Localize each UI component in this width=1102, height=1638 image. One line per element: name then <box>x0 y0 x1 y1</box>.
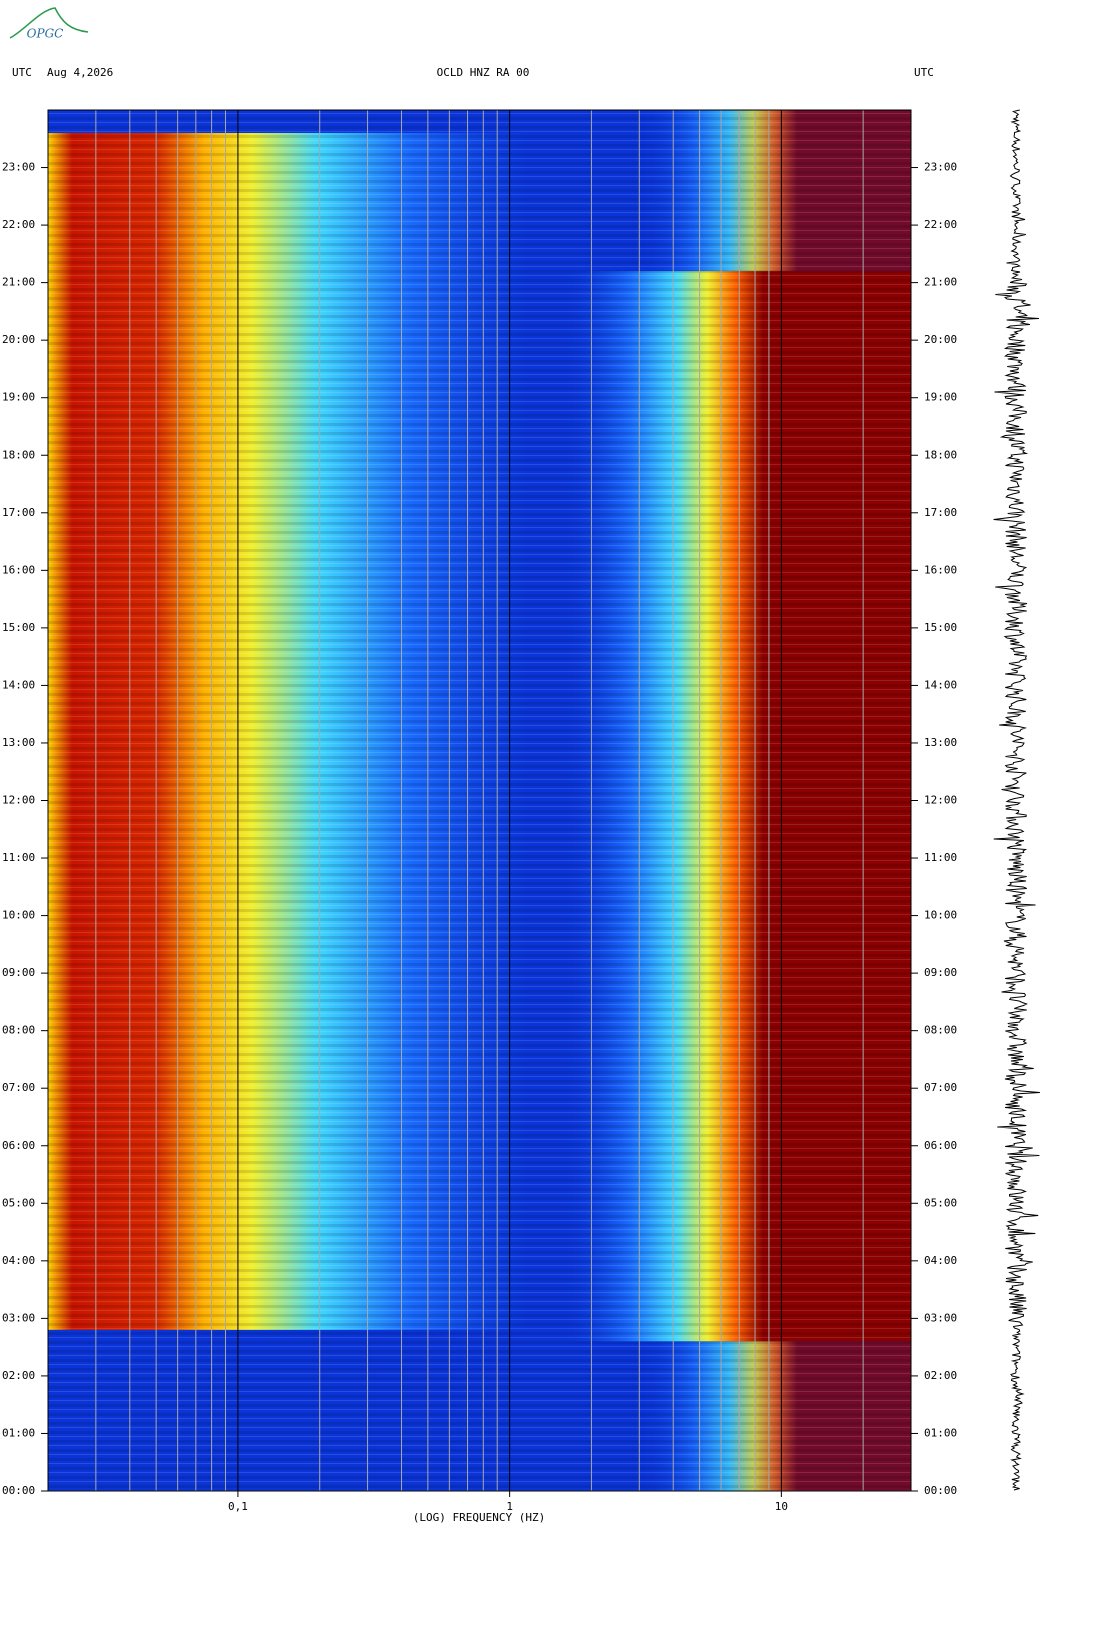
y-tick-label-right: 02:00 <box>924 1369 957 1382</box>
y-tick-label-right: 04:00 <box>924 1254 957 1267</box>
y-tick-label-right: 10:00 <box>924 909 957 922</box>
y-tick-label-right: 15:00 <box>924 621 957 634</box>
y-tick-label: 05:00 <box>2 1196 35 1209</box>
y-tick-label-right: 13:00 <box>924 736 957 749</box>
header-station: OCLD HNZ RA 00 <box>437 66 530 79</box>
y-tick-label: 07:00 <box>2 1081 35 1094</box>
y-tick-label: 08:00 <box>2 1024 35 1037</box>
x-tick-label: 10 <box>775 1500 788 1513</box>
header-date: Aug 4,2026 <box>47 66 113 79</box>
y-tick-label-right: 23:00 <box>924 161 957 174</box>
y-tick-label: 19:00 <box>2 391 35 404</box>
logo-text: OPGC <box>27 27 64 41</box>
y-tick-label: 02:00 <box>2 1369 35 1382</box>
y-tick-label-right: 08:00 <box>924 1024 957 1037</box>
plot-area <box>47 109 912 1492</box>
y-tick-label: 11:00 <box>2 851 35 864</box>
x-tick-label: 1 <box>506 1500 513 1513</box>
y-tick-label-right: 00:00 <box>924 1484 957 1497</box>
y-tick-label: 17:00 <box>2 506 35 519</box>
y-tick-label-right: 16:00 <box>924 563 957 576</box>
y-tick-label: 12:00 <box>2 794 35 807</box>
y-tick-label-right: 20:00 <box>924 333 957 346</box>
y-tick-label: 04:00 <box>2 1254 35 1267</box>
y-tick-label: 23:00 <box>2 161 35 174</box>
y-tick-label-right: 06:00 <box>924 1139 957 1152</box>
y-tick-label-right: 18:00 <box>924 448 957 461</box>
y-tick-label-right: 22:00 <box>924 218 957 231</box>
y-tick-label-right: 12:00 <box>924 794 957 807</box>
y-tick-label: 21:00 <box>2 276 35 289</box>
y-tick-label-right: 14:00 <box>924 678 957 691</box>
y-tick-label: 22:00 <box>2 218 35 231</box>
y-tick-label-right: 11:00 <box>924 851 957 864</box>
spectrogram-texture <box>48 110 911 1491</box>
x-tick-label: 0,1 <box>228 1500 248 1513</box>
logo-swoosh <box>9 7 89 39</box>
y-tick-label-right: 21:00 <box>924 276 957 289</box>
y-tick-label-right: 07:00 <box>924 1081 957 1094</box>
y-tick-label: 09:00 <box>2 966 35 979</box>
y-tick-label: 18:00 <box>2 448 35 461</box>
seismogram-trace <box>993 109 1040 1491</box>
header-zone: UTC <box>12 66 32 79</box>
y-tick-label: 14:00 <box>2 678 35 691</box>
y-tick-label: 01:00 <box>2 1426 35 1439</box>
y-tick-label: 16:00 <box>2 563 35 576</box>
y-tick-label-right: 03:00 <box>924 1311 957 1324</box>
y-tick-label: 06:00 <box>2 1139 35 1152</box>
y-tick-label: 15:00 <box>2 621 35 634</box>
header-zone-right: UTC <box>914 66 934 79</box>
y-tick-label: 20:00 <box>2 333 35 346</box>
y-tick-label: 00:00 <box>2 1484 35 1497</box>
y-tick-label-right: 01:00 <box>924 1426 957 1439</box>
y-tick-label: 13:00 <box>2 736 35 749</box>
y-tick-label-right: 19:00 <box>924 391 957 404</box>
y-tick-label: 03:00 <box>2 1311 35 1324</box>
y-tick-label-right: 09:00 <box>924 966 957 979</box>
y-tick-label-right: 05:00 <box>924 1196 957 1209</box>
logo: OPGC <box>9 7 89 41</box>
y-tick-label: 10:00 <box>2 909 35 922</box>
y-tick-label-right: 17:00 <box>924 506 957 519</box>
x-axis-label: (LOG) FREQUENCY (HZ) <box>413 1511 545 1524</box>
